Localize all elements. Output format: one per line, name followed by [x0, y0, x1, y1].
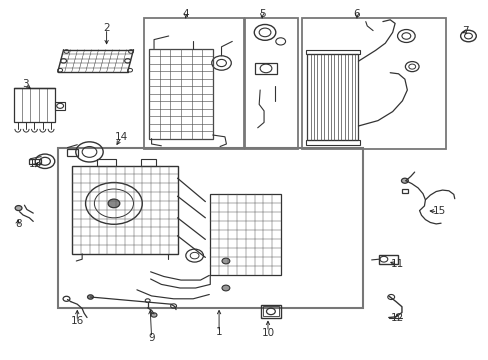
Text: 5: 5 [258, 9, 265, 19]
Circle shape [151, 313, 157, 317]
Circle shape [15, 206, 22, 211]
Bar [245, 18, 298, 149]
Text: 16: 16 [70, 316, 84, 326]
Text: 10: 10 [261, 328, 274, 338]
Text: 12: 12 [389, 312, 403, 323]
Circle shape [401, 178, 407, 183]
Bar [401, 189, 407, 193]
Bar [141, 159, 155, 166]
Bar [55, 102, 65, 110]
Text: 3: 3 [22, 78, 29, 89]
Text: 6: 6 [353, 9, 360, 19]
Text: 8: 8 [15, 219, 22, 229]
Bar [97, 159, 116, 166]
Bar [255, 63, 277, 74]
Bar [302, 18, 446, 149]
Text: 4: 4 [182, 9, 189, 19]
Bar [14, 88, 55, 122]
Bar [305, 140, 359, 145]
Bar [260, 305, 281, 318]
Bar [210, 194, 281, 275]
Bar [262, 306, 279, 316]
Text: 11: 11 [389, 258, 403, 269]
Circle shape [87, 295, 93, 299]
Circle shape [108, 199, 120, 208]
Text: 15: 15 [431, 206, 445, 216]
Text: 7: 7 [461, 26, 468, 36]
Text: 14: 14 [114, 132, 128, 142]
Bar [378, 255, 397, 264]
Bar [58, 148, 363, 308]
Text: 9: 9 [148, 333, 155, 343]
Bar [144, 18, 244, 149]
Text: 2: 2 [103, 23, 110, 33]
Text: 1: 1 [215, 327, 222, 337]
Bar [29, 159, 41, 164]
Bar [72, 166, 177, 254]
Text: 13: 13 [28, 159, 42, 169]
Bar [306, 54, 358, 140]
Bar [305, 50, 359, 54]
Circle shape [222, 258, 229, 264]
Circle shape [222, 285, 229, 291]
Bar [67, 149, 78, 156]
Bar [149, 49, 212, 139]
